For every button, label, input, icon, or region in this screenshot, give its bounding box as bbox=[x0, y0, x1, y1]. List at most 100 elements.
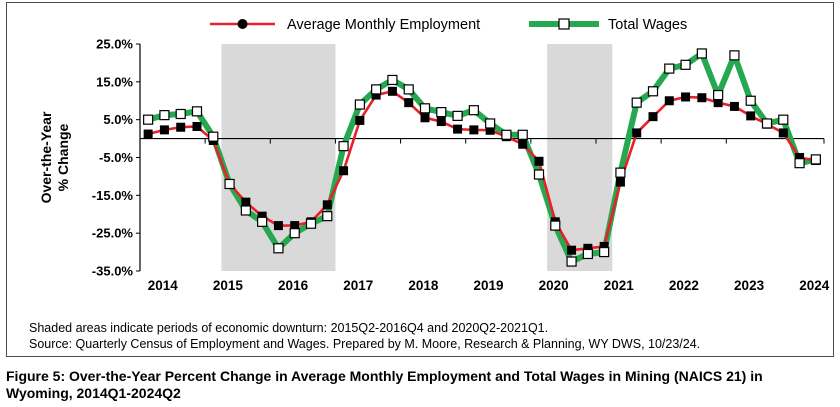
wages-point bbox=[745, 95, 756, 106]
legend-employment-label: Average Monthly Employment bbox=[287, 17, 480, 33]
wages-point bbox=[533, 169, 545, 180]
employment-point bbox=[729, 101, 739, 111]
wages-point bbox=[599, 246, 610, 258]
employment-point bbox=[583, 243, 593, 253]
employment-point bbox=[632, 128, 642, 138]
wages-point bbox=[647, 86, 659, 97]
x-tick-label-5: 2019 bbox=[473, 278, 503, 293]
wages-point bbox=[550, 220, 561, 231]
y-tick-label-0: 25.0% bbox=[96, 37, 133, 52]
wages-point bbox=[729, 50, 740, 61]
wages-point bbox=[761, 118, 773, 129]
x-tick-label-1: 2015 bbox=[213, 278, 244, 293]
employment-point bbox=[599, 241, 609, 251]
wages-point bbox=[680, 59, 691, 70]
employment-point bbox=[192, 121, 202, 131]
x-tick-labels: 2014 2015 2016 2017 2018 2019 2020 2021 2022 2023… bbox=[148, 278, 830, 293]
employment-point bbox=[746, 111, 756, 121]
y-axis-title-line1: Over-the-Year bbox=[38, 111, 54, 203]
line-chart: 25.0% 15.0% 5.0% -5.0% -15.0% -25.0% -35.0% 20… bbox=[38, 17, 830, 293]
shaded-period-1 bbox=[221, 44, 336, 271]
wages-point bbox=[452, 110, 463, 121]
employment-point bbox=[290, 221, 300, 231]
wages-point bbox=[240, 205, 251, 216]
wages-point bbox=[794, 158, 805, 169]
employment-point bbox=[355, 115, 365, 125]
employment-point bbox=[322, 200, 332, 210]
wages-point bbox=[305, 218, 317, 229]
legend-wages-marker bbox=[558, 18, 570, 30]
employment-point bbox=[567, 245, 577, 255]
x-tick-label-0: 2014 bbox=[148, 278, 179, 293]
wages-point bbox=[143, 114, 154, 125]
x-tick-label-7: 2021 bbox=[604, 278, 635, 293]
wages-point bbox=[566, 256, 577, 267]
wages-point bbox=[778, 114, 789, 125]
wages-point bbox=[615, 167, 626, 178]
y-tick-labels: 25.0% 15.0% 5.0% -5.0% -15.0% -25.0% -35.0% bbox=[92, 37, 134, 279]
wages-point bbox=[273, 243, 284, 254]
employment-point bbox=[404, 98, 414, 108]
chart-frame: 25.0% 15.0% 5.0% -5.0% -15.0% -25.0% -35.0% 20… bbox=[6, 2, 834, 357]
employment-point bbox=[518, 139, 528, 149]
wages-point bbox=[257, 216, 268, 227]
legend-wages-label: Total Wages bbox=[608, 17, 687, 33]
wages-point bbox=[387, 74, 398, 86]
employment-point bbox=[778, 128, 788, 138]
wages-point bbox=[810, 154, 821, 165]
employment-point bbox=[615, 177, 625, 187]
employment-point bbox=[176, 122, 186, 132]
employment-point bbox=[469, 125, 479, 135]
wages-point bbox=[322, 211, 333, 222]
employment-point bbox=[453, 124, 463, 134]
shading-note: Shaded areas indicate periods of economi… bbox=[29, 321, 549, 335]
employment-point bbox=[664, 96, 674, 106]
x-tick-label-9: 2023 bbox=[734, 278, 765, 293]
wages-point bbox=[713, 89, 724, 101]
wages-point bbox=[436, 106, 447, 118]
employment-point bbox=[697, 93, 707, 103]
y-tick-label-1: 15.0% bbox=[96, 74, 133, 89]
employment-point bbox=[713, 98, 723, 108]
employment-point bbox=[420, 113, 430, 123]
wages-point bbox=[289, 228, 300, 239]
employment-point bbox=[795, 153, 805, 162]
x-tick-label-6: 2020 bbox=[539, 278, 569, 293]
employment-point bbox=[257, 211, 267, 221]
employment-point bbox=[485, 125, 495, 135]
wages-point bbox=[338, 141, 349, 152]
employment-point bbox=[143, 129, 153, 139]
wages-point bbox=[485, 118, 496, 129]
wages-point bbox=[582, 248, 593, 260]
figure-caption: Figure 5: Over-the-Year Percent Change i… bbox=[6, 368, 763, 401]
wages-point bbox=[696, 48, 707, 59]
employment-point bbox=[534, 156, 544, 166]
employment-point bbox=[159, 125, 169, 135]
shaded-period-2 bbox=[547, 44, 613, 271]
employment-point bbox=[241, 197, 251, 207]
wages-point bbox=[191, 106, 203, 117]
wages-point bbox=[517, 129, 528, 140]
source-note: Source: Quarterly Census of Employment a… bbox=[29, 337, 701, 351]
x-tick-label-4: 2018 bbox=[408, 278, 439, 293]
y-axis-title-line2: % Change bbox=[55, 123, 71, 191]
shaded-regions bbox=[221, 44, 613, 271]
employment-point bbox=[681, 92, 691, 102]
x-tick-label-2: 2016 bbox=[278, 278, 309, 293]
legend: Average Monthly Employment Total Wages bbox=[210, 17, 687, 33]
employment-point bbox=[371, 90, 381, 100]
y-tick-label-5: -25.0% bbox=[92, 226, 134, 241]
wages-point bbox=[419, 103, 431, 114]
wages-point bbox=[354, 99, 365, 110]
series bbox=[143, 48, 821, 267]
wages-point bbox=[664, 63, 675, 74]
employment-point bbox=[436, 117, 446, 127]
legend-employment-marker bbox=[237, 19, 248, 29]
wages-point bbox=[208, 131, 219, 142]
employment-point bbox=[648, 112, 658, 122]
x-tick-label-8: 2022 bbox=[669, 278, 699, 293]
employment-point bbox=[273, 221, 283, 231]
y-tick-label-2: 5.0% bbox=[103, 112, 133, 127]
wages-point bbox=[631, 97, 642, 108]
wages-point bbox=[159, 110, 170, 121]
